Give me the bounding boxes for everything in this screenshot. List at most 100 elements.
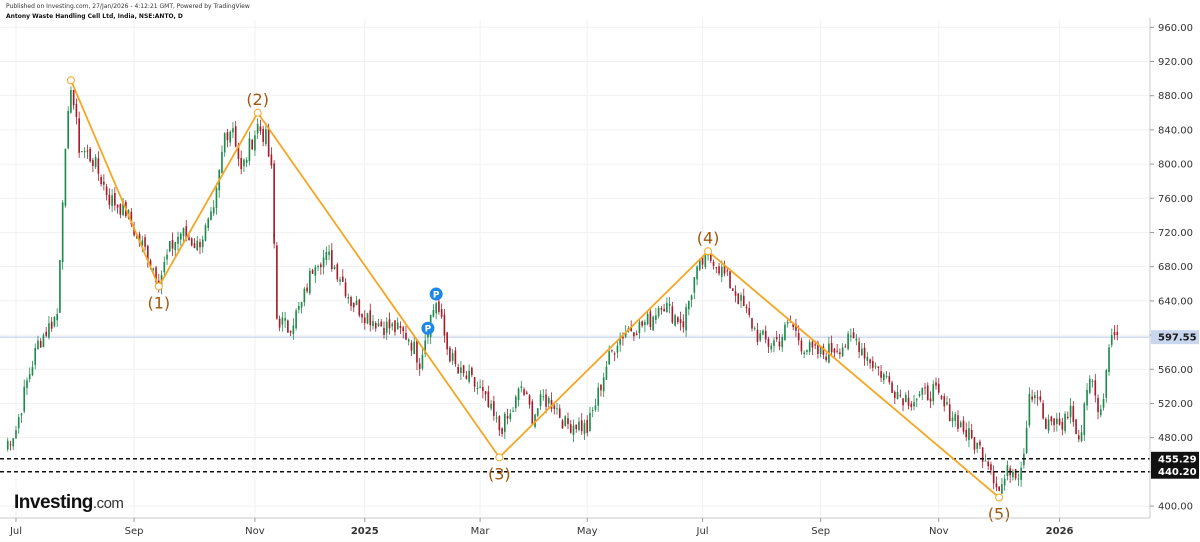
candle-body: [611, 350, 613, 352]
candle-body: [756, 329, 759, 342]
candle-body: [696, 266, 698, 280]
candle-body: [163, 261, 166, 273]
candle-body: [212, 207, 215, 214]
candle-body: [350, 297, 352, 306]
candle-body: [690, 295, 693, 300]
candle-body: [954, 414, 957, 421]
candle-body: [17, 417, 20, 429]
candle-body: [476, 387, 479, 389]
candle-body: [624, 332, 627, 337]
candle-body: [693, 277, 696, 293]
candle-body: [616, 345, 619, 353]
event-markers[interactable]: PP: [421, 287, 443, 335]
candle-body: [1031, 396, 1033, 400]
candle-body: [75, 103, 78, 118]
candle-body: [484, 391, 487, 395]
candle-body: [182, 228, 185, 237]
candle-body: [306, 287, 308, 292]
candle-body: [858, 341, 860, 353]
price-axis: 400.00440.00480.00520.00560.00600.00640.…: [1149, 18, 1199, 518]
investing-logo: Investing.com: [14, 492, 124, 514]
wave-label: (1): [147, 293, 170, 312]
candle-body: [929, 398, 932, 402]
candle-body: [979, 441, 981, 446]
candle-body: [872, 360, 874, 368]
candle-body: [201, 239, 204, 247]
candle-body: [251, 139, 253, 150]
candle-body: [569, 424, 572, 433]
candle-body: [1025, 427, 1028, 454]
candle-body: [589, 412, 591, 432]
candle-body: [797, 332, 800, 341]
candle-body: [1113, 332, 1116, 336]
candle-body: [446, 332, 448, 350]
candle-body: [295, 310, 297, 329]
candle-body: [512, 410, 514, 412]
candle-body: [493, 401, 495, 416]
candle-body: [23, 386, 26, 412]
candle-body: [468, 370, 470, 382]
candle-body: [149, 260, 152, 266]
candle-body: [188, 237, 190, 241]
time-tick-label: Sep: [125, 526, 144, 537]
candle-body: [114, 192, 116, 206]
support-price-label: 455.29: [1158, 454, 1197, 465]
candle-body: [61, 202, 64, 263]
candle-body: [1116, 332, 1119, 336]
candle-body: [45, 331, 48, 336]
candle-body: [965, 429, 968, 438]
candle-body: [644, 322, 646, 326]
candle-body: [59, 259, 61, 313]
candle-body: [1036, 397, 1039, 399]
candle-body: [119, 204, 122, 215]
wave-point: [995, 493, 1004, 502]
candle-body: [9, 444, 12, 446]
candle-body: [1047, 419, 1050, 431]
candle-body: [712, 261, 715, 266]
candle-body: [97, 158, 100, 174]
candle-body: [385, 321, 388, 333]
candle-body: [34, 347, 37, 365]
candle-body: [498, 416, 501, 431]
price-tick-label: 760.00: [1158, 194, 1193, 205]
candle-body: [940, 396, 943, 399]
time-tick-label: May: [577, 526, 598, 537]
candle-body: [737, 293, 740, 305]
price-tick-label: 720.00: [1158, 228, 1193, 239]
candle-body: [12, 438, 15, 447]
candle-body: [254, 135, 256, 151]
candle-body: [770, 345, 773, 350]
candle-body: [613, 353, 616, 355]
candle-body: [394, 320, 396, 333]
candle-body: [94, 157, 97, 168]
candle-body: [817, 342, 819, 354]
candle-body: [6, 440, 9, 450]
candle-body: [866, 356, 869, 361]
candle-body: [391, 323, 394, 327]
candle-body: [383, 328, 385, 335]
candle-body: [229, 131, 232, 143]
candle-body: [814, 344, 816, 346]
candle-body: [377, 323, 380, 326]
candle-body: [325, 251, 328, 261]
wave-label: (5): [988, 505, 1011, 524]
published-text: Published on Investing.com, 27/Jan/2026 …: [6, 3, 250, 10]
candle-body: [545, 394, 547, 407]
candle-body: [130, 211, 133, 225]
candle-body: [962, 420, 965, 432]
candle-body: [141, 240, 144, 246]
candle-body: [28, 374, 31, 380]
elliott-wave: (1) (2) (3) (4) (5): [66, 76, 1011, 524]
candle-body: [363, 317, 366, 324]
event-marker-label: P: [433, 291, 440, 301]
candle-body: [1086, 390, 1088, 406]
candle-body: [336, 264, 339, 280]
candle-body: [171, 240, 174, 249]
candle-body: [957, 415, 959, 429]
candle-body: [199, 242, 201, 248]
candle-body: [913, 402, 915, 407]
candle-body: [622, 336, 624, 339]
grid-lines: [0, 20, 1150, 518]
candle-body: [844, 346, 847, 348]
